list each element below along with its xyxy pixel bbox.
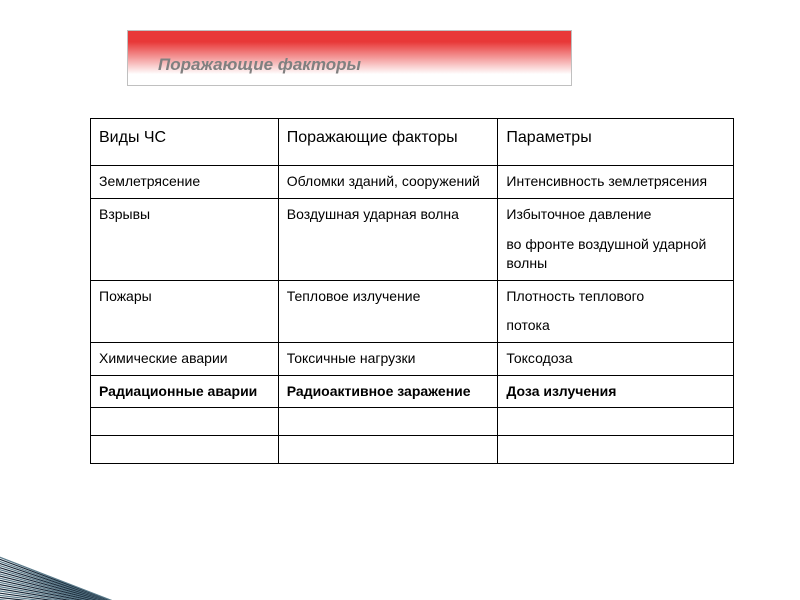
header-col-1: Поражающие факторы (278, 119, 498, 166)
table-cell: Токсичные нагрузки (278, 342, 498, 375)
corner-decoration (0, 480, 200, 600)
table-cell: Избыточное давлениево фронте воздушной у… (498, 198, 734, 280)
table-row: ПожарыТепловое излучениеПлотность теплов… (91, 280, 734, 342)
table-cell: Радиоактивное заражение (278, 375, 498, 408)
table-row (91, 408, 734, 436)
table-cell: Пожары (91, 280, 279, 342)
title-text: Поражающие факторы (158, 55, 361, 75)
table-cell (91, 436, 279, 464)
header-col-2: Параметры (498, 119, 734, 166)
table-row: Радиационные аварииРадиоактивное заражен… (91, 375, 734, 408)
table-cell: Интенсивность землетрясения (498, 166, 734, 199)
table-cell: Плотность тепловогопотока (498, 280, 734, 342)
table-cell (91, 408, 279, 436)
table-cell: Обломки зданий, сооружений (278, 166, 498, 199)
table-row: ВзрывыВоздушная ударная волнаИзбыточное … (91, 198, 734, 280)
table-cell (498, 436, 734, 464)
table-cell: Взрывы (91, 198, 279, 280)
factors-table: Виды ЧС Поражающие факторы Параметры Зем… (90, 118, 734, 464)
table-row (91, 436, 734, 464)
table-cell: Воздушная ударная волна (278, 198, 498, 280)
table-cell: Доза излучения (498, 375, 734, 408)
table-row: Химические аварииТоксичные нагрузкиТоксо… (91, 342, 734, 375)
title-banner: Поражающие факторы (127, 30, 572, 86)
table-cell (498, 408, 734, 436)
table-cell: Химические аварии (91, 342, 279, 375)
table-cell (278, 436, 498, 464)
table-header-row: Виды ЧС Поражающие факторы Параметры (91, 119, 734, 166)
table-cell: Землетрясение (91, 166, 279, 199)
table-cell: Радиационные аварии (91, 375, 279, 408)
table-cell: Токсодоза (498, 342, 734, 375)
table-row: ЗемлетрясениеОбломки зданий, сооруженийИ… (91, 166, 734, 199)
header-col-0: Виды ЧС (91, 119, 279, 166)
table-cell: Тепловое излучение (278, 280, 498, 342)
table-cell (278, 408, 498, 436)
